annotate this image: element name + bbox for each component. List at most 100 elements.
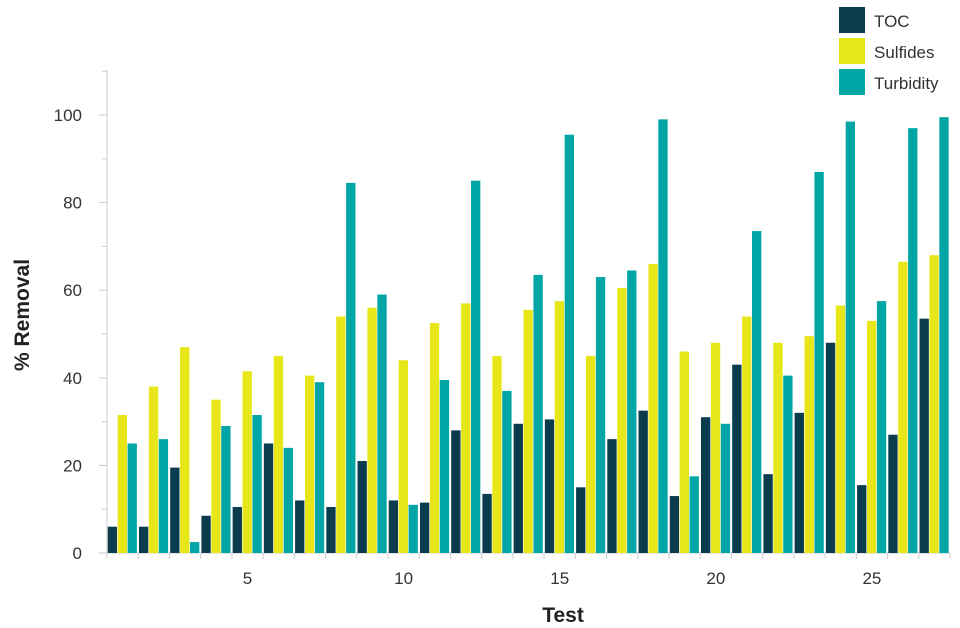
- bar-turbidity: [658, 119, 668, 553]
- bar-toc: [700, 417, 711, 553]
- bar-toc: [544, 419, 555, 553]
- bar-sulfides: [148, 386, 159, 553]
- bars: [107, 117, 949, 553]
- y-axis-title: % Removal: [11, 259, 34, 371]
- bar-turbidity: [314, 382, 325, 553]
- bar-turbidity: [814, 171, 824, 553]
- bar-toc: [419, 502, 430, 553]
- bar-sulfides: [523, 309, 533, 553]
- x-tick-label: 15: [550, 569, 569, 588]
- bar-toc: [763, 474, 773, 553]
- bar-sulfides: [773, 342, 783, 553]
- bar-toc: [919, 318, 929, 553]
- bar-sulfides: [898, 261, 908, 553]
- bar-toc: [232, 507, 242, 553]
- bar-turbidity: [876, 301, 887, 553]
- x-tick-label: 5: [243, 569, 252, 588]
- bar-toc: [451, 430, 461, 553]
- bar-toc: [576, 487, 586, 553]
- bar-toc: [669, 496, 680, 553]
- bar-sulfides: [679, 351, 689, 553]
- bar-turbidity: [533, 274, 543, 553]
- bar-turbidity: [346, 182, 356, 553]
- bar-sulfides: [804, 336, 814, 553]
- bar-sulfides: [835, 305, 846, 553]
- bar-toc: [607, 439, 617, 553]
- y-tick-label: 60: [63, 281, 82, 300]
- legend-swatch-turbidity: [839, 69, 865, 95]
- bar-sulfides: [429, 323, 440, 553]
- bar-turbidity: [439, 379, 450, 553]
- bar-toc: [513, 423, 523, 553]
- bar-sulfides: [554, 301, 565, 553]
- bar-toc: [888, 434, 898, 553]
- bar-sulfides: [648, 263, 658, 553]
- bar-turbidity: [471, 180, 481, 553]
- x-tick-label: 25: [862, 569, 881, 588]
- bar-sulfides: [242, 371, 252, 553]
- bar-toc: [170, 467, 180, 553]
- bar-turbidity: [689, 476, 699, 553]
- bar-toc: [263, 443, 274, 553]
- bar-turbidity: [908, 128, 918, 553]
- bar-turbidity: [720, 423, 731, 553]
- x-tick-label: 10: [394, 569, 413, 588]
- bar-toc: [295, 500, 305, 553]
- bar-sulfides: [273, 355, 284, 553]
- bar-toc: [732, 364, 742, 553]
- bar-turbidity: [252, 415, 262, 553]
- bar-turbidity: [190, 542, 200, 553]
- bar-turbidity: [502, 390, 512, 553]
- bar-sulfides: [492, 355, 502, 553]
- bar-toc: [825, 342, 836, 553]
- x-tick-label: 20: [706, 569, 725, 588]
- bar-turbidity: [564, 134, 574, 553]
- bar-sulfides: [211, 399, 221, 553]
- bar-turbidity: [845, 121, 855, 553]
- bar-turbidity: [158, 439, 169, 553]
- bar-toc: [388, 500, 399, 553]
- y-tick-label: 100: [54, 106, 82, 125]
- y-tick-label: 20: [63, 456, 82, 475]
- bar-toc: [794, 412, 804, 553]
- bar-turbidity: [127, 443, 137, 553]
- legend-swatch-toc: [839, 7, 865, 33]
- bar-sulfides: [929, 255, 939, 553]
- bar-turbidity: [283, 447, 293, 553]
- bar-toc: [482, 493, 492, 553]
- x-axis-title: Test: [542, 604, 584, 627]
- y-tick-label: 80: [63, 194, 82, 213]
- bar-turbidity: [595, 277, 606, 553]
- legend: TOC Sulfides Turbidity: [839, 7, 939, 95]
- bar-toc: [357, 461, 367, 553]
- bar-sulfides: [585, 355, 596, 553]
- bar-turbidity: [783, 375, 793, 553]
- bar-sulfides: [461, 303, 471, 553]
- legend-label-turbidity: Turbidity: [874, 74, 939, 93]
- bar-sulfides: [866, 320, 877, 553]
- bar-sulfides: [742, 316, 752, 553]
- bar-sulfides: [336, 316, 346, 553]
- bar-toc: [138, 526, 149, 553]
- bar-toc: [857, 485, 867, 553]
- legend-label-toc: TOC: [874, 12, 910, 31]
- bar-turbidity: [408, 504, 418, 553]
- bar-turbidity: [377, 294, 387, 553]
- bar-turbidity: [939, 117, 949, 553]
- bar-turbidity: [627, 270, 637, 553]
- bar-turbidity: [752, 231, 762, 553]
- legend-label-sulfides: Sulfides: [874, 43, 934, 62]
- bar-sulfides: [398, 360, 408, 553]
- bar-sulfides: [117, 415, 127, 553]
- bar-toc: [638, 410, 648, 553]
- bar-sulfides: [710, 342, 721, 553]
- bar-toc: [326, 507, 336, 553]
- bar-sulfides: [180, 347, 190, 553]
- y-tick-label: 0: [73, 544, 82, 563]
- bar-toc: [107, 526, 118, 553]
- bar-sulfides: [617, 288, 627, 553]
- bar-sulfides: [304, 375, 315, 553]
- legend-swatch-sulfides: [839, 38, 865, 64]
- bar-sulfides: [367, 307, 377, 553]
